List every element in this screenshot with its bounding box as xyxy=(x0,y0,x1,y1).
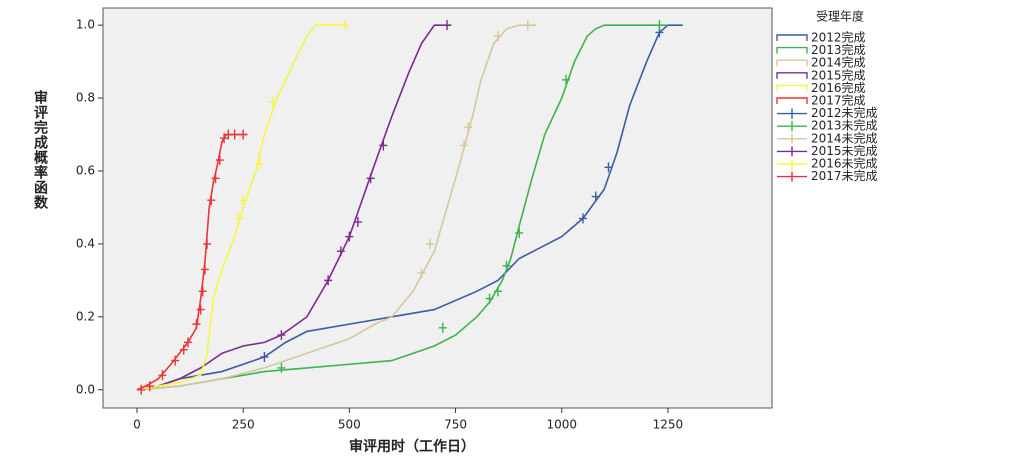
censor-mark xyxy=(196,304,205,315)
legend-label: 2013完成 xyxy=(811,42,866,57)
x-tick-label: 750 xyxy=(444,418,467,432)
censor-mark xyxy=(256,158,265,169)
censor-mark xyxy=(239,129,248,140)
legend-swatch xyxy=(776,84,808,92)
y-tick-label: 0.6 xyxy=(76,163,95,177)
legend-label: 2012完成 xyxy=(811,30,866,45)
censor-mark xyxy=(179,344,188,355)
censor-mark xyxy=(183,337,192,348)
censor-mark xyxy=(655,20,664,31)
legend-label: 2013未完成 xyxy=(811,118,878,133)
legend-label: 2016完成 xyxy=(811,80,866,95)
x-tick-label: 1000 xyxy=(546,418,577,432)
censor-mark xyxy=(366,173,375,184)
series-line xyxy=(136,24,346,391)
censor-mark xyxy=(234,213,243,224)
series-line xyxy=(136,24,537,391)
x-tick-label: 1250 xyxy=(653,418,684,432)
censor-mark xyxy=(137,384,146,395)
censor-mark xyxy=(523,20,532,31)
censor-mark xyxy=(230,129,239,140)
censor-mark xyxy=(379,140,388,151)
legend-label: 2016未完成 xyxy=(811,156,878,171)
legend-label: 2015未完成 xyxy=(811,143,878,158)
y-tick-label: 1.0 xyxy=(76,18,95,32)
censor-mark xyxy=(324,275,333,286)
censor-mark xyxy=(341,20,350,31)
censor-mark xyxy=(578,213,587,224)
x-tick-label: 250 xyxy=(232,418,255,432)
censor-mark xyxy=(215,155,224,166)
series-line xyxy=(136,24,683,391)
censor-mark xyxy=(502,260,511,271)
censor-mark xyxy=(277,330,286,341)
legend-swatch xyxy=(777,146,807,157)
censor-mark xyxy=(494,286,503,297)
series-line xyxy=(136,24,452,391)
legend-swatch xyxy=(777,171,807,182)
legend-label: 2017完成 xyxy=(811,93,866,108)
censor-mark xyxy=(485,293,494,304)
censor-mark xyxy=(220,133,229,144)
legend-label: 2012未完成 xyxy=(811,105,878,120)
censor-mark xyxy=(268,96,277,107)
censor-mark xyxy=(494,31,503,42)
censor-mark xyxy=(277,362,286,373)
censor-mark xyxy=(460,140,469,151)
legend-swatch xyxy=(776,59,808,67)
y-tick-label: 0.4 xyxy=(76,236,95,250)
y-tick-label: 0.0 xyxy=(76,382,95,396)
censor-mark xyxy=(443,20,452,31)
censor-mark xyxy=(345,231,354,242)
censor-mark xyxy=(207,195,216,206)
censor-mark xyxy=(239,195,248,206)
legend-swatch xyxy=(777,159,807,169)
censor-mark xyxy=(561,74,570,85)
y-tick-label: 0.8 xyxy=(76,91,95,105)
censor-mark xyxy=(336,246,345,257)
legend-swatch xyxy=(776,97,808,104)
censor-mark xyxy=(515,227,524,238)
censor-mark xyxy=(464,122,473,133)
censor-mark xyxy=(158,370,167,381)
censor-mark xyxy=(417,268,426,279)
censor-mark xyxy=(260,351,269,362)
plot-area xyxy=(102,7,773,409)
censor-mark xyxy=(192,319,201,330)
censor-mark xyxy=(171,355,180,366)
censor-mark xyxy=(145,381,154,392)
censor-mark xyxy=(203,238,212,249)
legend-swatch xyxy=(777,108,807,119)
x-tick-label: 500 xyxy=(338,418,361,432)
legend-label: 2014完成 xyxy=(811,55,866,70)
censor-mark xyxy=(426,238,435,249)
legend-label: 2017未完成 xyxy=(811,168,878,183)
censor-mark xyxy=(211,173,220,184)
censor-mark xyxy=(604,162,613,173)
censor-mark xyxy=(198,286,207,297)
legend-title: 受理年度 xyxy=(816,9,864,24)
legend-swatch xyxy=(776,34,808,41)
censor-mark xyxy=(353,217,362,228)
legend-swatch xyxy=(777,133,807,144)
y-axis-label: 审评完成概率函数 xyxy=(32,89,48,210)
legend-label: 2015完成 xyxy=(811,67,866,82)
x-tick-label: 0 xyxy=(133,418,141,432)
legend-swatch xyxy=(777,121,807,132)
censor-mark xyxy=(438,322,447,333)
y-tick-label: 0.2 xyxy=(76,309,95,323)
x-axis-label: 审评用时（工作日） xyxy=(349,438,475,455)
legend-swatch xyxy=(776,46,808,54)
legend-swatch xyxy=(776,72,808,79)
censor-mark xyxy=(591,191,600,202)
censor-mark xyxy=(200,264,209,275)
legend-label: 2014未完成 xyxy=(811,130,878,145)
